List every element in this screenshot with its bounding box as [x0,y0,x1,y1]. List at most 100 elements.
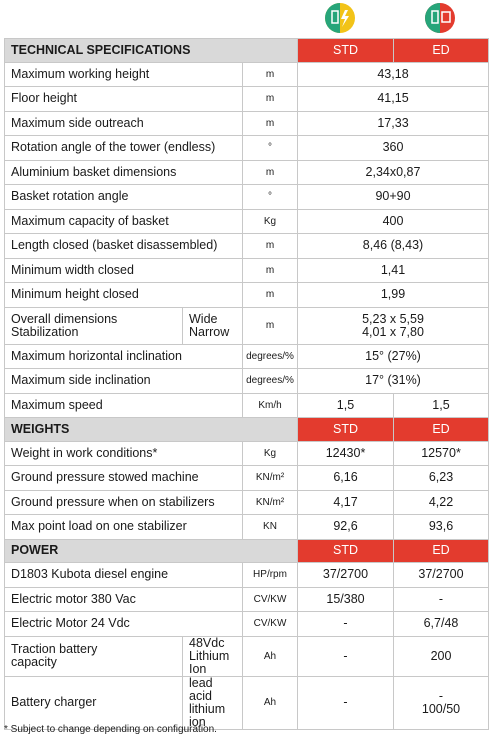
spec-row: Maximum side outreach m 17,33 [4,110,489,136]
value-line: 4,01 x 7,80 [362,324,424,339]
unit: degrees/% [242,343,298,369]
row-label: Maximum speed [4,392,243,418]
row-label: Weight in work conditions* [4,440,243,466]
row-label-line: Overall dimensions [11,311,118,326]
row-label: Minimum width closed [4,257,243,283]
spec-row: Ground pressure stowed machine KN/m² 6,16 6… [4,465,489,491]
std-value: - [297,611,394,637]
std-value: 12430* [297,440,394,466]
spec-row: Weight in work conditions* Kg 12430* 12570* [4,440,489,466]
std-value: 37/2700 [297,562,394,588]
row-label: Maximum side inclination [4,368,243,394]
unit: HP/rpm [242,562,298,588]
spec-row: Basket rotation angle ° 90+90 [4,184,489,210]
row-label-line: Traction battery [11,642,98,656]
spec-row: Aluminium basket dimensions m 2,34x0,87 [4,159,489,185]
value: 15° (27%) [297,343,489,369]
spec-row: Maximum working height m 43,18 [4,61,489,87]
ed-value: -100/50 [393,675,489,730]
value: 360 [297,135,489,161]
ed-icon [425,3,455,33]
unit: KN [242,514,298,540]
ed-value: 4,22 [393,489,489,515]
icons [325,3,455,33]
column-header: ED [393,38,489,63]
spec-row: Overall dimensions Stabilization Wide Narro… [4,306,489,345]
ed-value: 93,6 [393,514,489,540]
row-label-line: Battery charger [11,695,97,709]
ed-value: - [393,586,489,612]
spec-row: Battery charger lead acid lithium ion Ah - -1… [4,675,489,730]
unit: CV/KW [242,611,298,637]
row-label: Floor height [4,86,243,112]
unit: m [242,159,298,185]
unit: Ah [242,675,298,730]
row-label: Maximum side outreach [4,110,243,136]
row-label: Maximum horizontal inclination [4,343,243,369]
row-label: Basket rotation angle [4,184,243,210]
unit: ° [242,184,298,210]
row-label: Length closed (basket disassembled) [4,233,243,259]
spec-row: Length closed (basket disassembled) m 8,46… [4,233,489,259]
value: 1,99 [297,282,489,308]
std-value: 15/380 [297,586,394,612]
spec-table: TECHNICAL SPECIFICATIONS STD ED Maximum wor… [4,38,489,730]
section-header: POWER STD ED [4,538,489,563]
std-value: - [297,675,394,730]
unit: m [242,61,298,87]
row-label: Max point load on one stabilizer [4,514,243,540]
value: 17,33 [297,110,489,136]
row-sublabel: Wide Narrow [182,306,243,345]
std-value: 6,16 [297,465,394,491]
value: 17° (31%) [297,368,489,394]
std-value: 1,5 [297,392,394,418]
row-label: Traction battery capacity [4,635,183,677]
column-header: ED [393,538,489,563]
column-header: STD [297,538,394,563]
value: 400 [297,208,489,234]
spec-row: Electric motor 380 Vac CV/KW 15/380- [4,586,489,612]
row-sublabel-line: Narrow [189,324,230,339]
spec-row: Traction battery capacity 48Vdc Lithium Io… [4,635,489,677]
spec-row: Rotation angle of the tower (endless) ° 36… [4,135,489,161]
unit: Km/h [242,392,298,418]
section-header: TECHNICAL SPECIFICATIONS STD ED [4,38,489,63]
row-label: Overall dimensions Stabilization [4,306,183,345]
unit: m [242,282,298,308]
row-label-line: capacity [11,655,57,669]
section-title: WEIGHTS [4,417,298,442]
row-sublabel: 48Vdc Lithium Ion [182,635,243,677]
unit: Ah [242,635,298,677]
row-label-line: Stabilization [11,324,79,339]
footnote: * Subject to change depending on configu… [4,724,217,735]
spec-row: Maximum horizontal inclination degrees/% 1… [4,343,489,369]
row-sublabel: lead acid lithium ion [182,675,243,730]
value: 2,34x0,87 [297,159,489,185]
row-sublabel-line: Wide [189,311,218,326]
column-header: STD [297,417,394,442]
ed-value: 37/2700 [393,562,489,588]
row-label: Maximum capacity of basket [4,208,243,234]
spec-row: Maximum capacity of basket Kg 400 [4,208,489,234]
row-label: Maximum working height [4,61,243,87]
unit: ° [242,135,298,161]
spec-row: D1803 Kubota diesel engine HP/rpm 37/2700 3… [4,562,489,588]
spec-row: Floor height m 41,15 [4,86,489,112]
ed-value: 6,7/48 [393,611,489,637]
ed-value-line: - [438,688,444,703]
spec-row: Ground pressure when on stabilizers KN/m²… [4,489,489,515]
value: 41,15 [297,86,489,112]
ed-value: 1,5 [393,392,489,418]
row-label: Aluminium basket dimensions [4,159,243,185]
unit: m [242,110,298,136]
unit: Kg [242,440,298,466]
row-label: Ground pressure when on stabilizers [4,489,243,515]
row-label: Electric motor 380 Vac [4,586,243,612]
ed-value: 6,23 [393,465,489,491]
ed-value-line: 100/50 [421,701,461,716]
row-label: Ground pressure stowed machine [4,465,243,491]
row-label: D1803 Kubota diesel engine [4,562,243,588]
ed-value: 12570* [393,440,489,466]
unit: m [242,86,298,112]
